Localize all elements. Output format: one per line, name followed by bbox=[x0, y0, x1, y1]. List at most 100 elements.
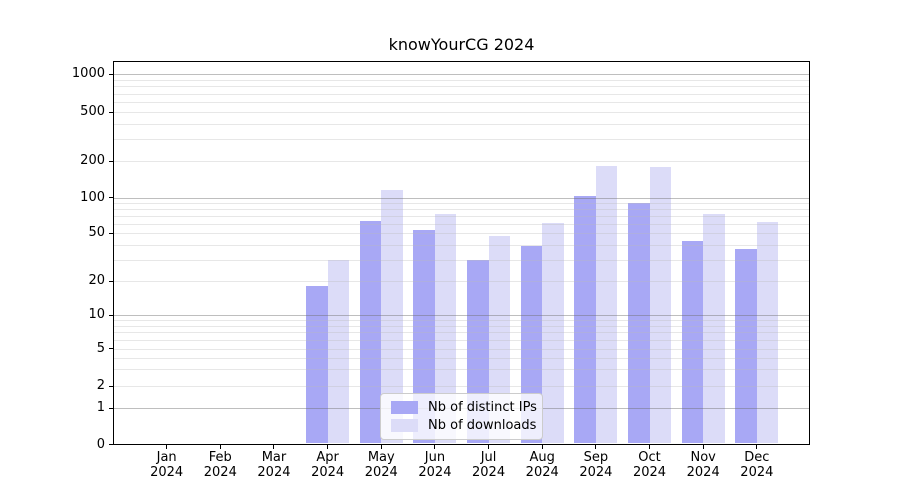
legend-entry-downloads: Nb of downloads bbox=[387, 417, 536, 434]
bar-distinct-ips-sep bbox=[574, 195, 596, 444]
gridline-minor-70 bbox=[114, 215, 809, 217]
y-tick-label-2: 2 bbox=[96, 378, 105, 393]
bar-downloads-jul bbox=[488, 236, 511, 444]
y-tick-label-1000: 1000 bbox=[71, 66, 105, 81]
gridline-minor-500 bbox=[114, 112, 809, 113]
x-tick-label-dec: Dec 2024 bbox=[727, 450, 787, 480]
bar-downloads-sep bbox=[595, 166, 618, 444]
gridline-minor-800 bbox=[114, 86, 809, 88]
y-tick-label-50: 50 bbox=[88, 225, 105, 240]
x-tick-mark-oct bbox=[649, 445, 651, 449]
y-tick-mark-100 bbox=[109, 197, 113, 198]
y-tick-mark-10 bbox=[109, 314, 113, 316]
x-tick-label-nov: Nov 2024 bbox=[673, 450, 733, 480]
x-tick-mark-may bbox=[380, 445, 382, 449]
gridline-minor-30 bbox=[114, 259, 809, 261]
y-tick-mark-1000 bbox=[109, 73, 113, 75]
y-tick-label-500: 500 bbox=[80, 104, 105, 119]
x-tick-mark-jan bbox=[166, 445, 168, 449]
x-tick-year-nov: 2024 bbox=[686, 465, 720, 480]
x-tick-mark-aug bbox=[541, 445, 543, 449]
gridline-minor-90 bbox=[114, 202, 809, 204]
x-tick-mark-dec bbox=[756, 445, 758, 449]
y-tick-mark-500 bbox=[109, 111, 113, 113]
x-tick-year-dec: 2024 bbox=[740, 465, 774, 480]
legend-swatch-downloads bbox=[391, 418, 418, 432]
x-tick-year-jan: 2024 bbox=[150, 465, 184, 480]
legend: Nb of distinct IPs Nb of downloads bbox=[380, 393, 543, 440]
gridline-minor-900 bbox=[114, 79, 809, 81]
gridline-minor-300 bbox=[114, 139, 809, 141]
x-tick-year-sep: 2024 bbox=[579, 465, 613, 480]
gridline-minor-600 bbox=[114, 102, 809, 103]
x-tick-mark-nov bbox=[702, 445, 704, 449]
x-tick-mark-apr bbox=[327, 445, 329, 449]
gridline-minor-50 bbox=[114, 233, 809, 234]
y-tick-mark-2 bbox=[109, 385, 113, 387]
bar-downloads-jun bbox=[434, 214, 457, 444]
x-tick-label-mar: Mar 2024 bbox=[244, 450, 304, 480]
x-tick-label-apr: Apr 2024 bbox=[298, 450, 358, 480]
x-tick-year-may: 2024 bbox=[364, 465, 398, 480]
y-tick-mark-200 bbox=[109, 160, 113, 162]
gridline-major-10 bbox=[114, 315, 809, 316]
bar-downloads-apr bbox=[327, 259, 350, 444]
x-tick-year-apr: 2024 bbox=[311, 465, 345, 480]
gridline-minor-2 bbox=[114, 386, 809, 387]
y-tick-label-5: 5 bbox=[96, 340, 105, 356]
gridline-minor-60 bbox=[114, 223, 809, 225]
x-tick-year-feb: 2024 bbox=[203, 465, 237, 480]
bar-distinct-ips-oct bbox=[628, 202, 650, 444]
x-tick-mark-mar bbox=[273, 445, 275, 449]
legend-label-downloads: Nb of downloads bbox=[428, 417, 537, 433]
bar-downloads-may bbox=[381, 190, 403, 444]
bar-distinct-ips-apr bbox=[306, 286, 328, 444]
y-tick-label-200: 200 bbox=[80, 153, 105, 168]
x-tick-year-jul: 2024 bbox=[472, 465, 506, 480]
x-tick-label-sep: Sep 2024 bbox=[566, 450, 626, 480]
gridline-minor-40 bbox=[114, 244, 809, 246]
bar-distinct-ips-jun bbox=[413, 230, 435, 444]
gridline-minor-8 bbox=[114, 325, 809, 327]
x-tick-year-jun: 2024 bbox=[418, 465, 452, 480]
y-tick-label-20: 20 bbox=[88, 273, 105, 288]
x-tick-year-aug: 2024 bbox=[525, 465, 559, 480]
gridline-major-100 bbox=[114, 197, 809, 199]
y-tick-label-0: 0 bbox=[96, 436, 105, 452]
legend-entry-distinct-ips: Nb of distinct IPs bbox=[387, 399, 537, 416]
bar-downloads-aug bbox=[542, 222, 564, 444]
gridline-minor-80 bbox=[114, 208, 809, 210]
bar-distinct-ips-dec bbox=[735, 248, 757, 444]
bar-downloads-dec bbox=[756, 221, 779, 444]
chart-title: knowYourCG 2024 bbox=[388, 35, 535, 54]
x-tick-year-mar: 2024 bbox=[257, 465, 291, 480]
x-tick-label-jan: Jan 2024 bbox=[137, 450, 197, 480]
bar-downloads-nov bbox=[703, 214, 725, 444]
gridline-major-1000 bbox=[114, 74, 809, 75]
gridline-minor-7 bbox=[114, 332, 809, 334]
y-tick-label-10: 10 bbox=[88, 307, 105, 322]
x-tick-label-feb: Feb 2024 bbox=[190, 450, 250, 480]
gridline-minor-400 bbox=[114, 123, 809, 125]
x-tick-year-oct: 2024 bbox=[632, 465, 667, 480]
y-tick-mark-20 bbox=[109, 280, 113, 282]
bar-distinct-ips-nov bbox=[681, 240, 704, 444]
x-tick-label-oct: Oct 2024 bbox=[620, 450, 680, 480]
gridline-minor-4 bbox=[114, 357, 809, 359]
x-tick-mark-sep bbox=[595, 445, 597, 449]
gridline-minor-6 bbox=[114, 339, 809, 341]
x-tick-label-may: May 2024 bbox=[351, 450, 411, 480]
y-tick-mark-1 bbox=[109, 407, 113, 409]
legend-label-distinct-ips: Nb of distinct IPs bbox=[428, 400, 537, 416]
legend-swatch-distinct-ips bbox=[391, 401, 418, 415]
gridline-minor-700 bbox=[114, 93, 809, 95]
y-tick-label-1: 1 bbox=[96, 400, 105, 415]
y-tick-mark-5 bbox=[109, 348, 113, 349]
gridline-minor-9 bbox=[114, 320, 809, 322]
x-tick-mark-feb bbox=[219, 445, 221, 449]
x-tick-mark-jul bbox=[488, 445, 490, 449]
x-tick-label-jul: Jul 2024 bbox=[459, 450, 519, 480]
y-tick-label-100: 100 bbox=[80, 189, 105, 205]
x-tick-mark-jun bbox=[434, 445, 436, 449]
